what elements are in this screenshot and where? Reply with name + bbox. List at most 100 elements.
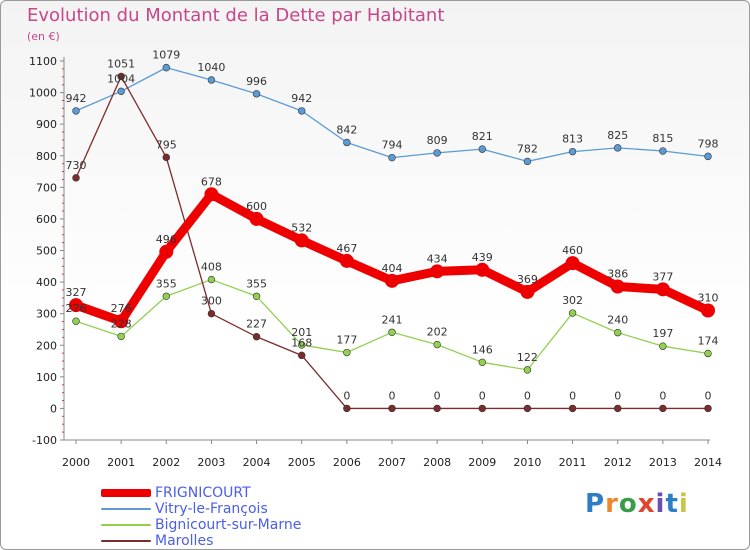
data-point [249,211,264,226]
data-point [478,145,486,153]
y-tick-label: 500 [36,245,57,258]
data-point [704,349,712,358]
data-label: 0 [614,389,621,402]
data-label: 227 [246,318,267,331]
data-label: 202 [427,326,448,339]
legend-swatch [101,524,151,526]
data-label: 795 [156,138,177,151]
y-tick-label: 700 [36,181,57,194]
data-point [114,314,129,329]
y-tick-label: 200 [36,339,57,352]
data-label: 1040 [197,61,225,74]
data-point [343,404,351,413]
y-tick-label: -100 [32,434,57,447]
data-label: 0 [659,389,666,402]
data-label: 0 [434,389,441,402]
data-point [659,147,667,155]
data-point [117,72,125,81]
data-label: 942 [291,92,312,105]
data-point [298,107,306,115]
data-point [343,138,351,147]
data-label: 996 [246,75,267,88]
x-tick-label: 2006 [333,456,361,469]
data-label: 1051 [107,57,135,70]
data-label: 0 [343,389,350,402]
data-point [207,309,216,318]
data-label: 434 [427,252,448,265]
data-label: 355 [246,277,267,290]
legend-label: Bignicourt-sur-Marne [155,517,302,533]
x-tick-label: 2000 [62,456,90,469]
data-label: 794 [382,139,403,152]
data-point [565,256,580,271]
y-tick-label: 1000 [29,87,57,100]
data-label: 146 [472,343,493,356]
chart-title: Evolution du Montant de la Dette par Hab… [27,5,445,26]
x-tick-label: 2001 [107,456,135,469]
data-label: 496 [156,233,177,246]
data-point [523,404,532,413]
x-tick-label: 2010 [513,456,541,469]
data-point [72,107,80,115]
data-point [339,253,354,268]
data-point [655,282,670,297]
data-point [523,157,532,166]
data-label: 0 [479,389,486,402]
data-point [117,332,125,341]
data-point [478,404,486,413]
data-label: 730 [66,159,87,172]
y-tick-label: 1100 [29,55,57,68]
data-point [475,262,490,277]
legend-swatch [101,508,151,510]
data-point [704,404,712,413]
data-point [72,317,80,325]
y-tick-label: 300 [36,308,57,321]
data-point [204,187,219,202]
data-label: 0 [524,389,531,402]
data-point [162,63,170,72]
data-label: 815 [652,132,673,145]
data-point [659,404,667,413]
y-tick-label: 600 [36,213,57,226]
data-point [614,144,622,152]
data-point [568,404,577,413]
data-point [117,87,125,96]
series-line [71,189,713,326]
data-point [520,284,535,299]
data-label: 276 [66,302,87,315]
data-point [430,264,445,279]
data-label: 240 [607,314,628,327]
data-point [659,342,667,350]
data-point [614,404,622,413]
y-tick-label: 0 [50,402,57,415]
data-point [388,153,396,162]
data-label: 369 [517,273,538,286]
data-label: 228 [111,317,132,330]
x-tick-label: 2011 [559,456,587,469]
legend-label: Vitry-le-François [155,501,268,517]
legend-label: Marolles [155,533,214,549]
data-point [162,153,170,162]
data-point [701,303,715,318]
legend-swatch [101,489,151,497]
data-label: 302 [562,294,583,307]
data-label: 327 [66,286,87,299]
data-label: 942 [66,92,87,105]
x-tick-label: 2005 [288,456,316,469]
data-label: 404 [382,262,403,275]
data-label: 0 [569,389,576,402]
data-point [568,147,577,156]
data-label: 782 [517,142,538,155]
data-label: 842 [336,123,357,136]
x-tick-label: 2014 [694,456,722,469]
data-point [69,298,83,313]
chart-unit: (en €) [27,30,60,43]
data-label: 177 [336,334,357,347]
data-point [72,174,80,182]
data-label: 439 [472,251,493,264]
data-point [433,404,441,413]
legend-swatch [101,540,151,542]
data-label: 310 [698,292,719,305]
data-label: 809 [427,134,448,147]
